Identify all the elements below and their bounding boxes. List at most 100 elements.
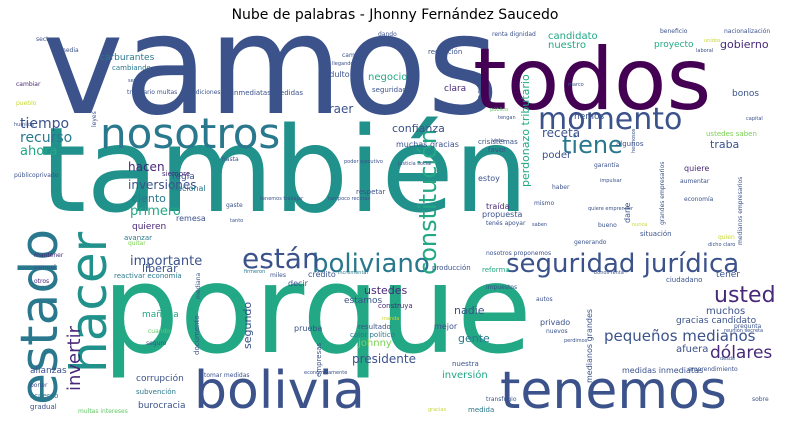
word-mantener: mantener	[34, 252, 64, 259]
word-hacen: hacen	[128, 160, 165, 174]
word-dando: dando	[378, 31, 397, 38]
word-color-politico: color político	[350, 331, 395, 339]
word-medidas-inmediatas: medidas inmediatas	[622, 366, 704, 375]
word-economicamente: económicamente	[304, 370, 348, 376]
word-gobierno: gobierno	[720, 38, 769, 51]
word-tiempo: tiempo	[20, 116, 70, 132]
word-desde: desde	[720, 356, 736, 362]
word-tanto: tanto	[230, 218, 244, 224]
word-favor: favor	[488, 146, 507, 154]
word-reforma: reforma	[482, 266, 510, 274]
word-liberar: liberar	[142, 262, 178, 275]
word-tributario-multas: tributario multas	[127, 89, 178, 96]
word-constitucion: constitución	[414, 128, 442, 275]
word-candidato: candidato	[548, 31, 598, 42]
word-quiere-emprender: quiere emprender	[588, 206, 634, 212]
word-ustedes: ustedes	[364, 284, 408, 297]
word-regla: regla	[172, 172, 195, 182]
word-subvencion: subvención	[136, 388, 176, 396]
word-senor: señor	[128, 78, 142, 84]
word-acuerdo: acuerdo	[30, 392, 59, 400]
word-nuevos: nuevos	[546, 328, 568, 335]
word-incrementar: incrementar	[338, 270, 369, 276]
word-hasta: hasta	[222, 156, 239, 163]
word-avanzar: avanzar	[124, 234, 152, 242]
word-traer: traer	[324, 102, 354, 116]
word-prueba: prueba	[294, 324, 323, 333]
word-receta: receta	[542, 126, 581, 140]
word-carburantes: carburantes	[100, 53, 155, 63]
word-siempre: siempre	[162, 170, 191, 178]
word-poder-ejecutivo: poder ejecutivo	[344, 159, 383, 165]
word-media: media	[60, 47, 79, 54]
word-generando: generando	[574, 239, 607, 246]
word-todos: todos	[473, 30, 712, 130]
word-usted: usted	[714, 283, 776, 308]
word-credito: crédito	[308, 270, 336, 279]
word-visto: visto	[492, 138, 504, 144]
word-seguro: seguro	[146, 340, 167, 347]
word-quieren: quieren	[132, 222, 167, 232]
word-gaste: gaste	[226, 202, 243, 209]
word-tener: tener	[716, 270, 741, 280]
word-gracias: gracias	[428, 407, 447, 413]
word-nacionalizacion: nacionalización	[724, 28, 771, 35]
word-leyes: leyes	[91, 111, 98, 127]
word-garantia: garantía	[594, 162, 620, 169]
word-resultado: resultado	[358, 323, 391, 331]
word-perdimos: perdimos	[564, 338, 588, 344]
word-beneficio: beneficio	[660, 28, 688, 35]
word-pueblo: pueblo	[16, 100, 37, 107]
word-confianza: confianza	[392, 122, 445, 135]
word-renta-dignidad: renta dignidad	[492, 31, 536, 38]
word-medida: medida	[468, 406, 495, 414]
word-quitar: quitar	[128, 240, 146, 247]
word-nadie: nadie	[454, 304, 485, 317]
word-tampoco-recetas: tampoco recetas	[328, 196, 371, 202]
word-ciento: ciento	[132, 192, 166, 205]
word-aumentar: aumentar	[680, 178, 710, 185]
word-autos: autos	[536, 296, 553, 303]
word-segundo: segundo	[241, 301, 254, 349]
word-presidente: presidente	[352, 352, 416, 366]
word-traida: traída	[486, 202, 510, 211]
word-reunion-secreta: reunión secreta	[724, 328, 764, 334]
word-muchos: muchos	[706, 306, 746, 317]
word-nunca: nunca	[632, 222, 648, 228]
word-quiere: quiere	[684, 164, 710, 173]
word-nosotros-proponemos: nosotros proponemos	[486, 250, 552, 257]
word-sector: sector	[36, 36, 55, 43]
word-inversion: inversión	[442, 370, 488, 381]
word-reduccion: reducción	[428, 48, 463, 56]
word-tienen-miles: tienen miles	[477, 80, 483, 111]
word-produccion: producción	[432, 264, 471, 272]
word-mismo: mismo	[534, 200, 555, 207]
word-tenemos: tenemos	[500, 361, 727, 420]
word-manda: manda	[382, 316, 400, 322]
word-bonos-renta: bonos renta	[594, 270, 624, 276]
word-unidos: unidos	[704, 38, 721, 44]
word-bueno: bueno	[598, 222, 617, 229]
word-poder: poder	[542, 150, 572, 161]
word-cambiar: cambiar	[16, 81, 41, 88]
word-invertir: invertir	[64, 326, 85, 391]
word-bonos: bonos	[732, 89, 760, 99]
chart-title: Nube de palabras - Jhonny Fernández Sauc…	[231, 7, 559, 23]
word-impuestos: impuestos	[486, 284, 518, 291]
word-afuera: afuera	[676, 344, 709, 355]
word-propuesta: propuesta	[482, 210, 523, 219]
word-justicia-social: justicia social	[398, 161, 432, 167]
word-manana: mañana	[142, 310, 179, 320]
word-mediana: mediana	[195, 272, 202, 299]
word-tambien: también	[40, 101, 529, 239]
word-estamos: estamos	[344, 296, 383, 306]
word-indulto: indulto	[322, 70, 350, 79]
word-medianos-grandes: medianos grandes	[585, 308, 594, 383]
word-respetar: respetar	[356, 188, 386, 196]
word-darle: darle	[623, 202, 632, 223]
word-recurso: recurso	[20, 130, 73, 146]
word-tenes-apoyar: tenés apoyar	[486, 220, 526, 227]
word-ahora: ahora	[20, 144, 58, 159]
word-impulsar: impulsar	[600, 178, 622, 184]
word-momento: momento	[538, 102, 683, 137]
